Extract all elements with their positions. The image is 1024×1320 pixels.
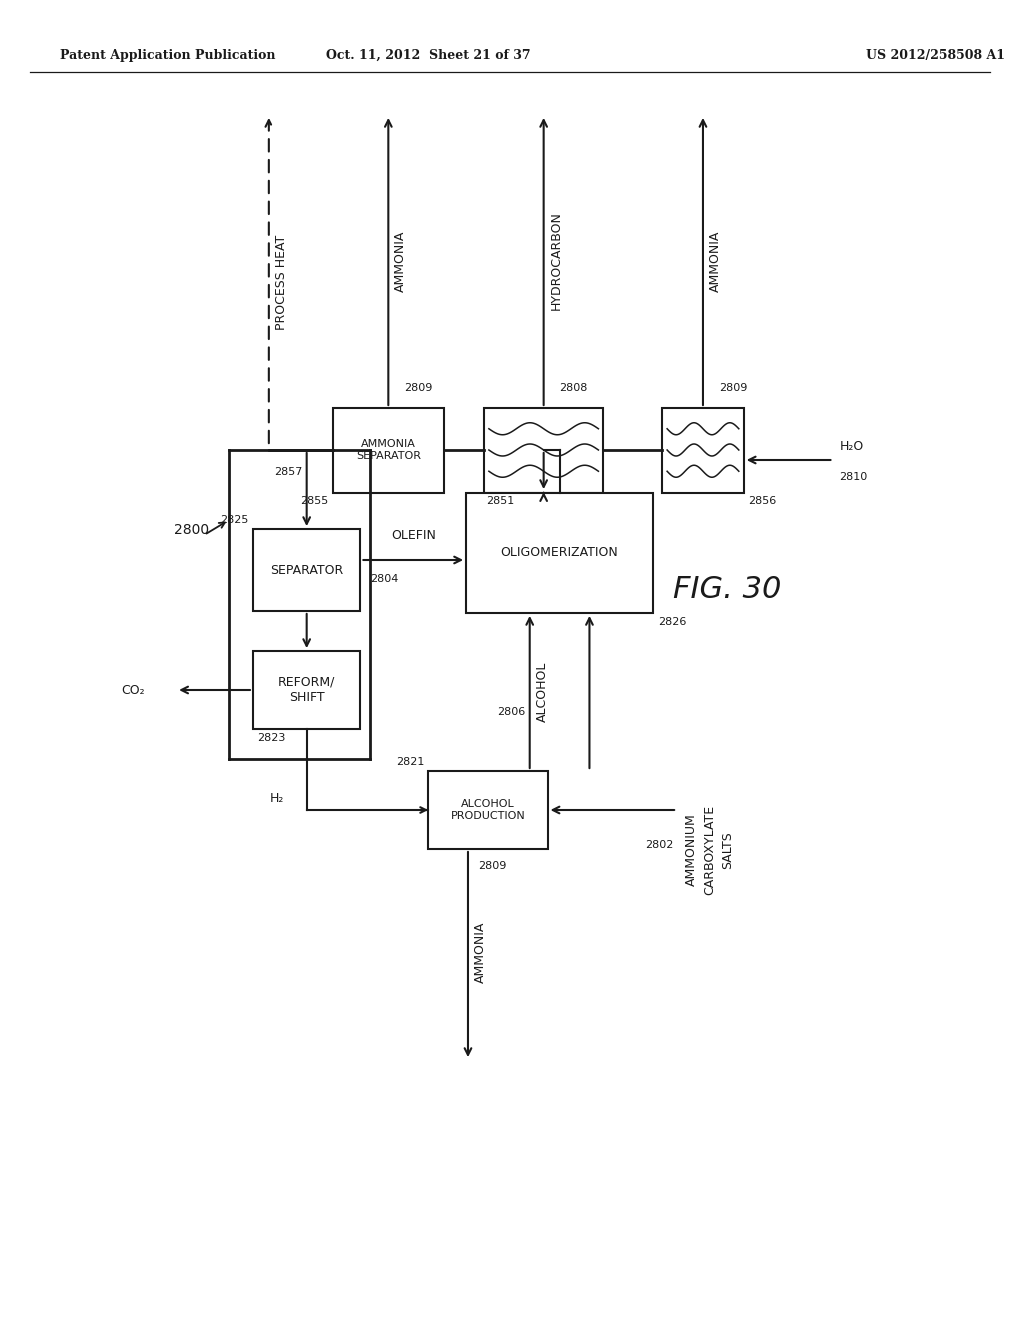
Text: 2804: 2804 bbox=[371, 574, 398, 583]
Text: 2809: 2809 bbox=[404, 383, 432, 393]
Text: 2826: 2826 bbox=[658, 616, 686, 627]
Text: ALCOHOL: ALCOHOL bbox=[536, 661, 549, 722]
Bar bbox=[663, 408, 743, 492]
Text: 2800: 2800 bbox=[174, 523, 209, 537]
Text: 2810: 2810 bbox=[840, 473, 867, 482]
Bar bbox=[253, 651, 360, 729]
Text: AMMONIA: AMMONIA bbox=[474, 921, 487, 982]
Text: 2809: 2809 bbox=[719, 383, 748, 393]
Text: OLIGOMERIZATION: OLIGOMERIZATION bbox=[501, 546, 618, 560]
Text: 2856: 2856 bbox=[748, 496, 776, 507]
Text: HYDROCARBON: HYDROCARBON bbox=[550, 211, 562, 310]
Text: FIG. 30: FIG. 30 bbox=[673, 576, 781, 605]
Text: H₂O: H₂O bbox=[840, 440, 863, 453]
Text: 2808: 2808 bbox=[559, 383, 588, 393]
Text: 2806: 2806 bbox=[498, 708, 525, 717]
Text: REFORM/
SHIFT: REFORM/ SHIFT bbox=[278, 676, 336, 705]
Bar bbox=[466, 492, 653, 612]
Text: 2821: 2821 bbox=[396, 756, 424, 767]
Text: SALTS: SALTS bbox=[721, 832, 734, 869]
Text: Patent Application Publication: Patent Application Publication bbox=[59, 49, 275, 62]
Bar bbox=[428, 771, 548, 849]
Text: AMMONIA
SEPARATOR: AMMONIA SEPARATOR bbox=[355, 440, 421, 461]
Text: 2825: 2825 bbox=[220, 515, 249, 525]
Bar bbox=[484, 408, 603, 492]
Text: ALCOHOL
PRODUCTION: ALCOHOL PRODUCTION bbox=[451, 799, 525, 821]
Text: US 2012/258508 A1: US 2012/258508 A1 bbox=[866, 49, 1006, 62]
Text: H₂: H₂ bbox=[269, 792, 284, 805]
Bar bbox=[253, 529, 360, 611]
Text: AMMONIA: AMMONIA bbox=[394, 230, 408, 292]
Text: 2855: 2855 bbox=[300, 496, 329, 507]
Text: SEPARATOR: SEPARATOR bbox=[270, 564, 343, 577]
Text: PROCESS HEAT: PROCESS HEAT bbox=[274, 235, 288, 330]
Text: 2823: 2823 bbox=[257, 733, 286, 743]
Text: OLEFIN: OLEFIN bbox=[391, 529, 435, 543]
Text: CO₂: CO₂ bbox=[121, 684, 144, 697]
Text: AMMONIA: AMMONIA bbox=[709, 230, 722, 292]
Text: Oct. 11, 2012  Sheet 21 of 37: Oct. 11, 2012 Sheet 21 of 37 bbox=[326, 49, 530, 62]
Text: 2809: 2809 bbox=[478, 861, 506, 871]
Text: AMMONIUM: AMMONIUM bbox=[685, 813, 698, 886]
Text: 2851: 2851 bbox=[486, 496, 514, 507]
Text: CARBOXYLATE: CARBOXYLATE bbox=[702, 805, 716, 895]
Bar bbox=[333, 408, 444, 492]
Text: 2802: 2802 bbox=[645, 840, 673, 850]
Text: 2857: 2857 bbox=[273, 467, 302, 477]
